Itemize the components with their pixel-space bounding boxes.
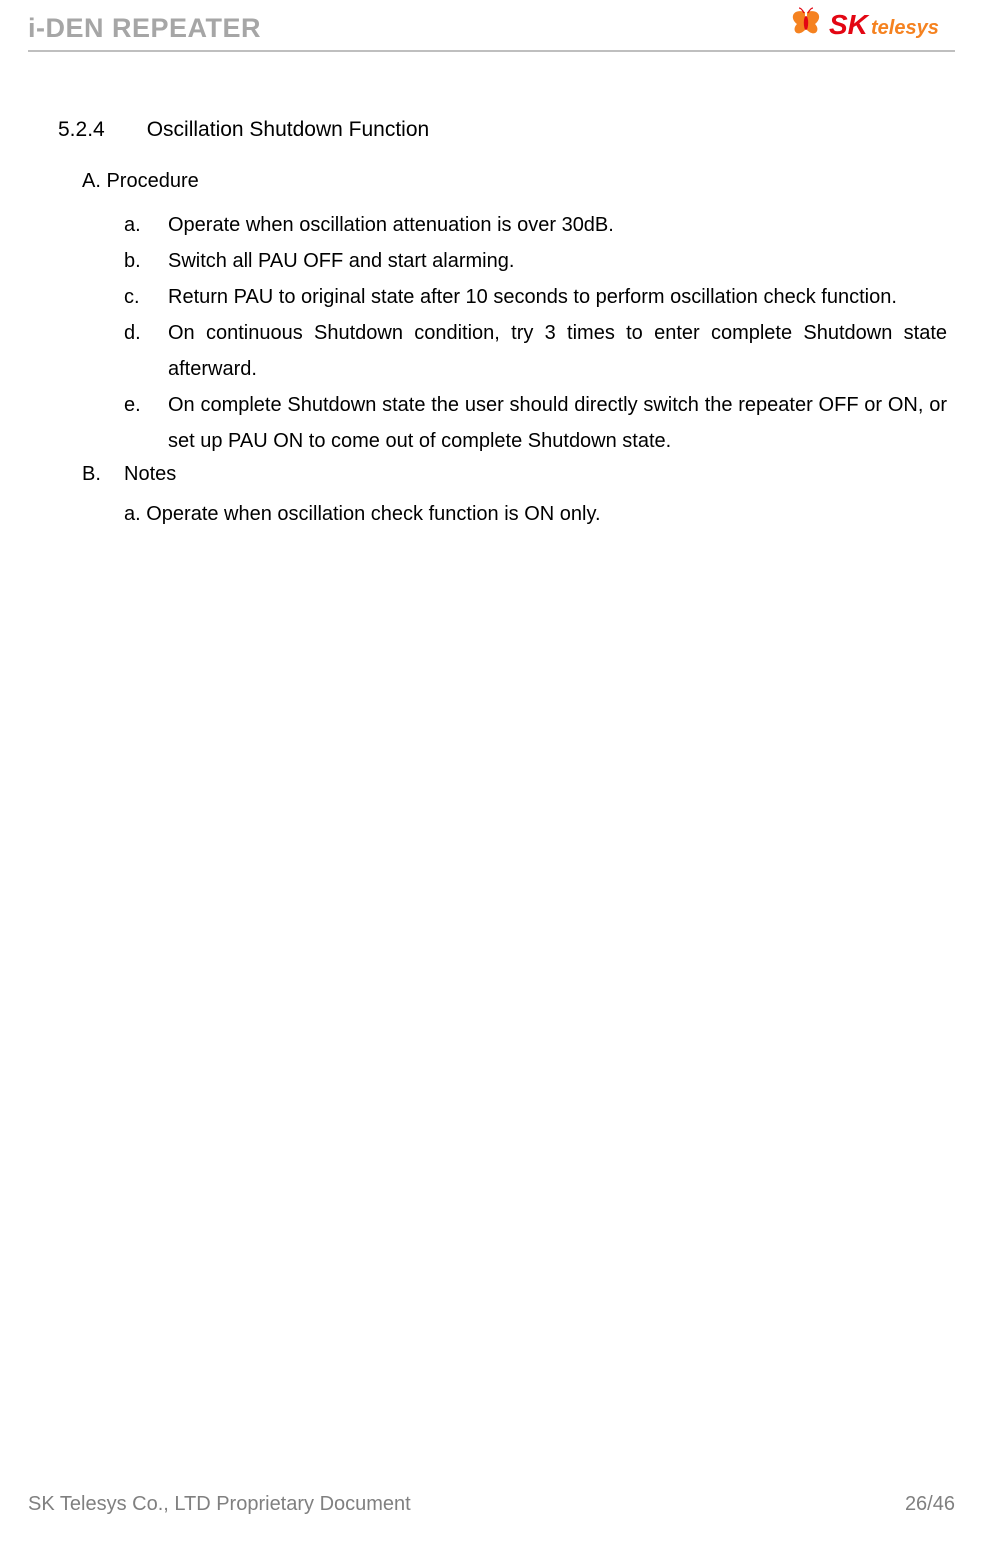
notes-item: a. Operate when oscillation check functi… [124,496,947,532]
list-item: a. Operate when oscillation attenuation … [124,207,947,243]
list-marker: e. [124,387,168,459]
list-text: On complete Shutdown state the user shou… [168,387,947,459]
page-content: 5.2.4 Oscillation Shutdown Function A. P… [58,118,947,532]
list-item: d. On continuous Shutdown condition, try… [124,315,947,387]
list-marker: c. [124,279,168,315]
list-text: Operate when oscillation attenuation is … [168,207,947,243]
logo-text-sk: SK [829,9,870,40]
logo-text-telesys: telesys [871,17,939,39]
butterfly-icon [793,8,819,33]
section-number: 5.2.4 [58,118,105,142]
page-footer: SK Telesys Co., LTD Proprietary Document… [28,1493,955,1516]
section-heading: 5.2.4 Oscillation Shutdown Function [58,118,947,142]
footer-page-number: 26/46 [905,1493,955,1516]
list-text: Switch all PAU OFF and start alarming. [168,243,947,279]
notes-marker: B. [82,463,124,486]
notes-heading: Notes [124,463,176,486]
procedure-list: a. Operate when oscillation attenuation … [124,207,947,459]
list-marker: d. [124,315,168,387]
section-title: Oscillation Shutdown Function [147,118,430,142]
list-text: Return PAU to original state after 10 se… [168,279,947,315]
list-text: On continuous Shutdown condition, try 3 … [168,315,947,387]
list-item: b. Switch all PAU OFF and start alarming… [124,243,947,279]
header-divider [28,50,955,52]
sk-telesys-logo: SK telesys [785,6,955,56]
list-item: c. Return PAU to original state after 10… [124,279,947,315]
notes-heading-row: B. Notes [82,463,947,486]
list-marker: a. [124,207,168,243]
procedure-heading: A. Procedure [82,170,947,193]
list-item: e. On complete Shutdown state the user s… [124,387,947,459]
document-page: i-DEN REPEATER SK telesys 5.2.4 Oscillat… [0,0,983,1546]
footer-proprietary: SK Telesys Co., LTD Proprietary Document [28,1493,411,1516]
page-header: i-DEN REPEATER SK telesys [28,12,955,62]
list-marker: b. [124,243,168,279]
